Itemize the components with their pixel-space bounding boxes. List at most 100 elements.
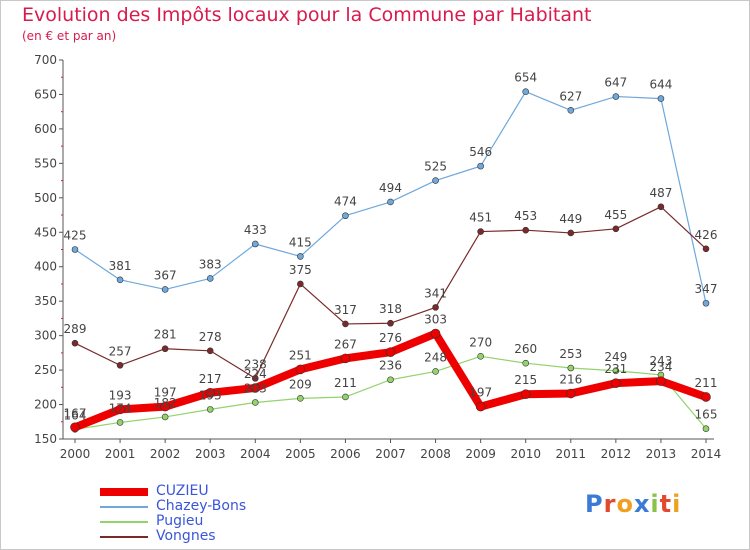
data-point-vongnes (387, 319, 394, 327)
data-point-cuzieu (160, 401, 170, 412)
data-point-vongnes (612, 225, 620, 233)
legend-label: Vongnes (156, 528, 216, 544)
data-label-cuzieu: 215 (514, 373, 537, 387)
data-point-cuzieu (656, 376, 666, 386)
data-point-cuzieu (250, 383, 261, 393)
data-point-pugieu (297, 395, 304, 402)
x-tick-label: 2010 (510, 447, 541, 461)
y-tick-label: 400 (34, 260, 57, 274)
line-chart: 150 200 250 300 350 400 450 500 550 600 650 700 2000… (34, 53, 721, 461)
data-label-vongnes: 341 (424, 286, 447, 300)
data-point-vongnes (522, 226, 530, 234)
data-label-vongnes: 451 (469, 211, 492, 225)
logo-letter: P (585, 490, 604, 518)
data-point-pugieu (612, 367, 620, 375)
data-label-cuzieu: 216 (559, 373, 582, 387)
y-tick-label: 450 (34, 225, 57, 239)
data-point-chazey-bons (251, 240, 259, 248)
data-point-pugieu (342, 393, 349, 401)
data-point-chazey-bons (116, 276, 124, 284)
data-label-pugieu: 260 (514, 342, 537, 356)
chart-subtitle: (en € et par an) (22, 29, 117, 43)
y-tick-label: 300 (34, 329, 57, 343)
legend-label: CUZIEU (156, 483, 209, 499)
data-point-pugieu (432, 368, 439, 375)
data-point-cuzieu (295, 364, 306, 375)
data-point-cuzieu (520, 389, 531, 400)
data-label-cuzieu: 197 (154, 386, 177, 400)
x-tick-label: 2011 (556, 447, 587, 461)
x-tick-label: 2000 (60, 447, 91, 461)
series-points (70, 88, 711, 433)
y-tick-label: 700 (34, 53, 57, 67)
data-point-pugieu (251, 399, 259, 406)
data-label-chazey-bons: 425 (64, 229, 87, 243)
data-label-cuzieu: 224 (244, 367, 267, 381)
data-point-vongnes (116, 361, 124, 369)
data-point-cuzieu (701, 392, 711, 402)
data-label-chazey-bons: 383 (199, 257, 222, 271)
x-tick-label: 2007 (375, 447, 406, 461)
data-label-chazey-bons: 474 (334, 195, 357, 209)
data-label-chazey-bons: 367 (154, 268, 177, 282)
data-point-cuzieu (565, 388, 576, 399)
data-point-vongnes (342, 320, 349, 328)
y-tick-label: 650 (34, 87, 57, 101)
y-tick-label: 500 (34, 191, 57, 205)
data-label-pugieu: 236 (379, 359, 402, 373)
data-labels: 425 381 367 383 433 415 474 494 525 546 654 627 647 6… (64, 71, 718, 423)
data-label-vongnes: 289 (64, 322, 87, 336)
data-point-pugieu (161, 413, 169, 421)
x-tick-label: 2001 (105, 447, 136, 461)
data-point-cuzieu (205, 388, 216, 398)
data-point-chazey-bons (612, 93, 620, 100)
data-label-vongnes: 257 (109, 344, 132, 358)
y-tick-label: 350 (34, 294, 57, 308)
data-point-pugieu (522, 359, 530, 367)
data-label-chazey-bons: 347 (695, 282, 718, 296)
legend-swatch-pugieu (100, 521, 148, 523)
y-tick-label: 600 (34, 122, 57, 136)
data-label-pugieu: 165 (695, 408, 718, 422)
logo-letter: t (659, 490, 673, 518)
data-label-vongnes: 281 (154, 328, 177, 342)
data-point-cuzieu (115, 404, 125, 415)
data-label-chazey-bons: 525 (424, 160, 447, 174)
data-point-vongnes (71, 339, 79, 347)
data-label-vongnes: 317 (334, 303, 357, 317)
data-label-vongnes: 455 (604, 208, 627, 222)
data-label-chazey-bons: 627 (559, 89, 582, 103)
data-label-chazey-bons: 644 (649, 78, 672, 92)
x-tick-label: 2008 (420, 447, 451, 461)
data-label-pugieu: 253 (559, 347, 582, 361)
x-tick-label: 2003 (195, 447, 226, 461)
data-label-chazey-bons: 415 (289, 235, 312, 249)
proxiti-logo: Proxiti (585, 490, 681, 518)
data-label-pugieu: 248 (424, 350, 447, 364)
data-point-chazey-bons (522, 88, 530, 95)
data-label-chazey-bons: 647 (604, 76, 627, 90)
data-point-vongnes (702, 245, 710, 253)
data-point-vongnes (477, 228, 484, 235)
data-label-chazey-bons: 494 (379, 181, 402, 195)
y-tick-label: 550 (34, 156, 57, 170)
data-label-cuzieu: 167 (64, 406, 87, 420)
data-label-cuzieu: 211 (695, 376, 718, 390)
data-point-chazey-bons (477, 162, 484, 170)
data-label-cuzieu: 251 (289, 348, 312, 362)
data-label-chazey-bons: 433 (244, 223, 267, 237)
data-point-chazey-bons (387, 198, 394, 206)
data-point-chazey-bons (567, 107, 575, 114)
data-label-vongnes: 238 (244, 357, 267, 371)
data-label-chazey-bons: 654 (514, 71, 537, 85)
x-tick-label: 2012 (601, 447, 632, 461)
data-label-vongnes: 318 (379, 302, 402, 316)
data-point-chazey-bons (432, 177, 439, 184)
data-label-pugieu: 193 (199, 388, 222, 402)
data-label-pugieu: 164 (64, 408, 87, 422)
data-point-chazey-bons (342, 212, 349, 220)
data-point-vongnes (657, 203, 665, 211)
logo-letter: i (672, 490, 682, 518)
data-label-pugieu: 249 (604, 350, 627, 364)
